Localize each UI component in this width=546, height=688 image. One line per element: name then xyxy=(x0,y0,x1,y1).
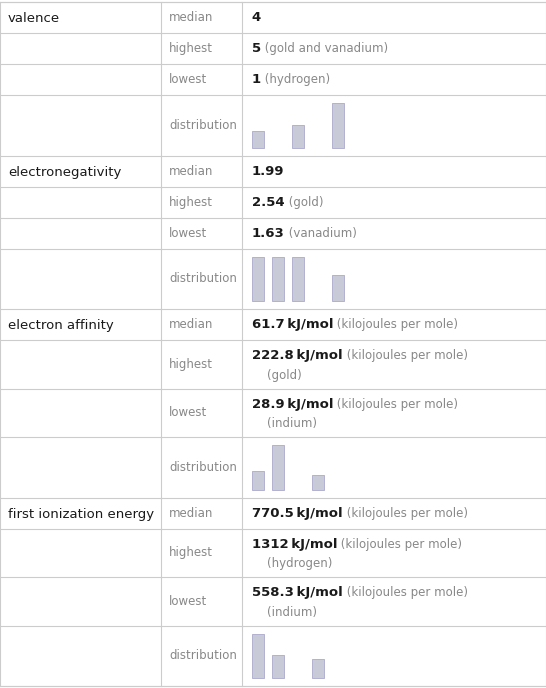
Bar xyxy=(272,257,283,301)
Text: (gold and vanadium): (gold and vanadium) xyxy=(261,42,388,55)
Text: highest: highest xyxy=(169,42,213,55)
Text: median: median xyxy=(169,318,213,331)
Text: valence: valence xyxy=(8,12,60,25)
Text: lowest: lowest xyxy=(169,73,207,86)
Bar xyxy=(272,445,283,490)
Text: 1.99: 1.99 xyxy=(252,164,284,178)
Text: highest: highest xyxy=(169,195,213,208)
Text: 222.8 kJ/mol: 222.8 kJ/mol xyxy=(252,349,342,362)
Bar xyxy=(292,125,304,148)
Text: (kilojoules per mole): (kilojoules per mole) xyxy=(343,586,467,599)
Text: 5: 5 xyxy=(252,42,261,55)
Text: distribution: distribution xyxy=(169,461,237,474)
Text: first ionization energy: first ionization energy xyxy=(8,508,154,521)
Text: (indium): (indium) xyxy=(267,605,317,619)
Text: electron affinity: electron affinity xyxy=(8,319,114,332)
Text: (kilojoules per mole): (kilojoules per mole) xyxy=(337,537,462,550)
Text: 770.5 kJ/mol: 770.5 kJ/mol xyxy=(252,506,342,519)
Text: (gold): (gold) xyxy=(267,369,301,382)
Text: highest: highest xyxy=(169,546,213,559)
Bar xyxy=(252,131,264,148)
Text: distribution: distribution xyxy=(169,272,237,286)
Text: (kilojoules per mole): (kilojoules per mole) xyxy=(334,398,459,411)
Text: median: median xyxy=(169,506,213,519)
Bar xyxy=(252,257,264,301)
Text: (kilojoules per mole): (kilojoules per mole) xyxy=(334,318,459,331)
Text: (kilojoules per mole): (kilojoules per mole) xyxy=(342,506,467,519)
Bar xyxy=(332,275,343,301)
Text: 61.7 kJ/mol: 61.7 kJ/mol xyxy=(252,318,334,331)
Text: 2.54: 2.54 xyxy=(252,195,284,208)
Text: (hydrogen): (hydrogen) xyxy=(261,73,330,86)
Text: distribution: distribution xyxy=(169,119,237,132)
Text: (hydrogen): (hydrogen) xyxy=(267,557,333,570)
Bar xyxy=(332,103,343,148)
Text: (gold): (gold) xyxy=(284,195,323,208)
Text: 4: 4 xyxy=(252,11,261,24)
Text: highest: highest xyxy=(169,358,213,371)
Bar xyxy=(272,655,283,678)
Text: 558.3 kJ/mol: 558.3 kJ/mol xyxy=(252,586,343,599)
Text: median: median xyxy=(169,11,213,24)
Text: 1.63: 1.63 xyxy=(252,227,284,239)
Text: median: median xyxy=(169,164,213,178)
Text: lowest: lowest xyxy=(169,595,207,608)
Text: electronegativity: electronegativity xyxy=(8,166,121,178)
Text: 1312 kJ/mol: 1312 kJ/mol xyxy=(252,537,337,550)
Bar xyxy=(312,475,324,490)
Bar xyxy=(292,257,304,301)
Text: 28.9 kJ/mol: 28.9 kJ/mol xyxy=(252,398,334,411)
Text: 1: 1 xyxy=(252,73,261,86)
Text: lowest: lowest xyxy=(169,407,207,420)
Text: (indium): (indium) xyxy=(267,417,317,430)
Bar xyxy=(252,634,264,678)
Text: (vanadium): (vanadium) xyxy=(284,227,357,239)
Text: distribution: distribution xyxy=(169,649,237,663)
Bar xyxy=(312,659,324,678)
Text: lowest: lowest xyxy=(169,227,207,239)
Text: (kilojoules per mole): (kilojoules per mole) xyxy=(342,349,467,362)
Bar xyxy=(252,471,264,490)
